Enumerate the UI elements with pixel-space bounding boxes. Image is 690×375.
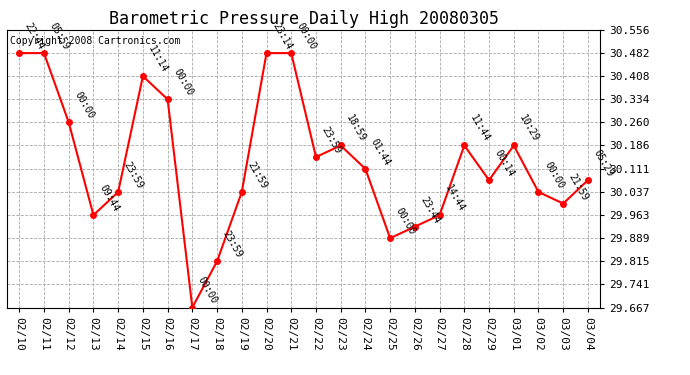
Text: 18:59: 18:59 [344, 114, 368, 144]
Text: 10:29: 10:29 [518, 114, 541, 144]
Text: 00:00: 00:00 [394, 206, 417, 237]
Text: 23:59: 23:59 [122, 160, 145, 190]
Text: Copyright 2008 Cartronics.com: Copyright 2008 Cartronics.com [10, 36, 180, 45]
Text: 00:00: 00:00 [196, 276, 219, 306]
Text: 21:59: 21:59 [246, 160, 269, 190]
Text: 11:14: 11:14 [146, 44, 170, 75]
Text: 11:44: 11:44 [468, 114, 491, 144]
Text: 00:00: 00:00 [295, 21, 318, 51]
Text: 21:59: 21:59 [567, 171, 590, 202]
Text: 05:29: 05:29 [591, 148, 615, 178]
Text: 00:00: 00:00 [72, 90, 96, 121]
Text: 05:59: 05:59 [48, 21, 71, 51]
Text: 23:44: 23:44 [419, 195, 442, 225]
Text: 14:44: 14:44 [443, 183, 466, 213]
Text: 00:00: 00:00 [542, 160, 566, 190]
Text: 00:00: 00:00 [171, 67, 195, 98]
Text: 22:44: 22:44 [23, 21, 46, 51]
Text: 01:44: 01:44 [369, 137, 393, 167]
Title: Barometric Pressure Daily High 20080305: Barometric Pressure Daily High 20080305 [108, 10, 499, 28]
Text: 23:59: 23:59 [319, 125, 343, 156]
Text: 23:14: 23:14 [270, 21, 293, 51]
Text: 00:14: 00:14 [493, 148, 516, 178]
Text: 09:44: 09:44 [97, 183, 121, 213]
Text: 23:59: 23:59 [221, 229, 244, 260]
